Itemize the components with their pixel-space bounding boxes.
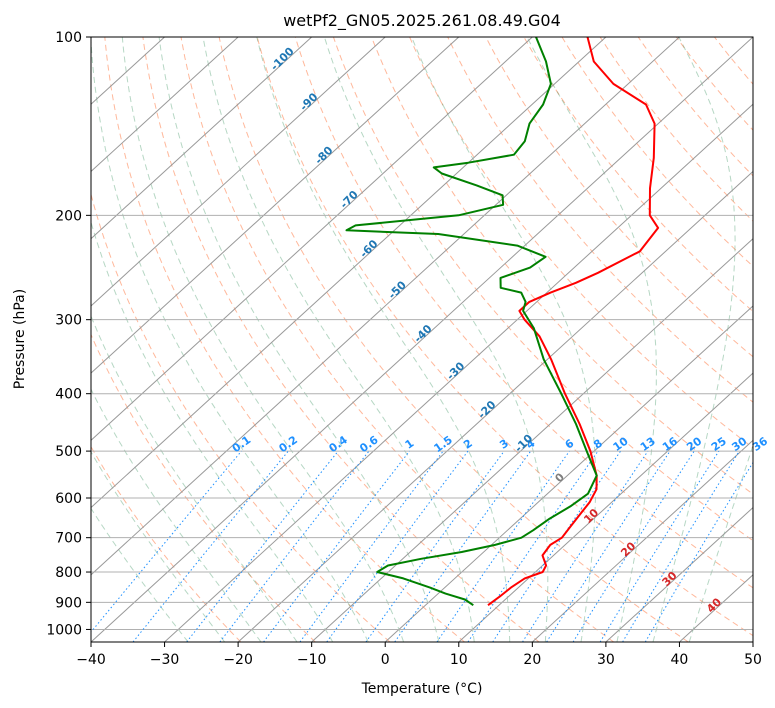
moist-adiabat — [688, 443, 753, 642]
y-tick-label: 500 — [55, 444, 82, 460]
x-tick-label: 20 — [523, 652, 541, 668]
x-tick-label: 40 — [671, 652, 689, 668]
y-tick-label: 900 — [55, 595, 82, 611]
x-tick-label: 50 — [744, 652, 762, 668]
y-tick-label: 300 — [55, 313, 82, 329]
mixing-ratio-line — [467, 450, 599, 642]
moist-adiabat — [91, 220, 334, 642]
dry-adiabat — [294, 37, 753, 589]
mixing-ratio-line — [91, 450, 242, 633]
x-tick-label: −10 — [297, 652, 327, 668]
y-axis-title: Pressure (hPa) — [12, 289, 28, 389]
mixing-ratio-line — [622, 450, 740, 642]
moist-adiabat — [91, 37, 369, 642]
isotherm — [531, 439, 753, 642]
isotherm — [605, 506, 753, 642]
y-tick-label: 100 — [55, 30, 82, 46]
mixing-ratio-line — [546, 450, 671, 642]
x-tick-label: 30 — [597, 652, 615, 668]
y-tick-label: 700 — [55, 531, 82, 547]
sounding-profiles — [345, 37, 660, 607]
isotherm — [91, 37, 680, 576]
dry-adiabat — [180, 37, 614, 642]
isotherm — [91, 37, 607, 509]
isotherm — [91, 37, 239, 173]
x-tick-label: −30 — [150, 652, 180, 668]
moist-adiabat — [91, 314, 298, 642]
mixing-ratio-line — [365, 450, 505, 642]
x-tick-label: −40 — [76, 652, 106, 668]
mixing-ratio-line — [522, 450, 649, 642]
background-lines — [91, 37, 753, 642]
y-tick-label: 1000 — [46, 622, 82, 638]
mixing-ratio-line — [326, 450, 469, 642]
dry-adiabat — [409, 37, 753, 449]
dry-adiabat — [104, 37, 465, 642]
dry-adiabat — [332, 37, 753, 542]
y-tick-label: 600 — [55, 491, 82, 507]
mixing-ratio-line — [572, 450, 695, 642]
isotherm — [458, 372, 753, 642]
dewpoint-profile — [345, 37, 598, 607]
dry-adiabat — [256, 37, 753, 637]
moist-adiabat — [652, 37, 736, 642]
mixing-ratio-line — [394, 450, 532, 642]
mixing-ratio-line — [263, 450, 410, 642]
isotherm — [91, 37, 460, 374]
dry-adiabat — [485, 37, 753, 358]
mixing-ratio-line — [599, 450, 720, 642]
y-tick-label: 800 — [55, 565, 82, 581]
mixing-ratio-line — [299, 450, 444, 642]
x-tick-label: 10 — [450, 652, 468, 668]
y-tick-label: 400 — [55, 387, 82, 403]
chart-title: wetPf2_GN05.2025.261.08.49.G04 — [283, 11, 561, 31]
x-tick-label: 0 — [381, 652, 390, 668]
mixing-ratio-line — [492, 450, 622, 642]
dry-adiabat — [637, 37, 753, 177]
moist-adiabat — [91, 388, 262, 642]
moist-adiabat — [121, 37, 405, 642]
isotherm — [91, 37, 386, 307]
isotherm — [91, 37, 313, 240]
x-axis: −40 −30 −20 −10 0 10 20 30 40 50 — [76, 642, 762, 668]
mixing-ratio-line — [186, 450, 339, 642]
x-tick-label: −20 — [223, 652, 253, 668]
dry-adiabat — [561, 37, 753, 267]
moist-adiabat — [91, 507, 189, 642]
plot-frame — [90, 36, 754, 643]
isotherm — [384, 305, 753, 642]
moist-adiabat — [323, 37, 549, 642]
moist-adiabat — [91, 450, 226, 642]
dry-adiabat — [91, 445, 242, 642]
mixing-ratio-line — [132, 450, 289, 642]
moist-adiabat — [158, 37, 440, 642]
moist-adiabat — [256, 37, 511, 642]
isotherm — [91, 37, 533, 442]
y-axis: 100 200 300 400 500 600 700 800 900 1000 — [46, 30, 91, 638]
dry-adiabat — [142, 37, 540, 642]
isotherm — [311, 237, 753, 642]
x-axis-title: Temperature (°C) — [361, 681, 483, 697]
mixing-ratio-line — [436, 450, 570, 642]
dry-adiabat — [371, 37, 753, 495]
y-tick-label: 200 — [55, 208, 82, 224]
temperature-profile — [487, 37, 660, 607]
isotherm — [237, 170, 753, 642]
isotherm — [91, 37, 753, 642]
dry-adiabat — [91, 192, 391, 642]
isotherm — [164, 103, 753, 642]
